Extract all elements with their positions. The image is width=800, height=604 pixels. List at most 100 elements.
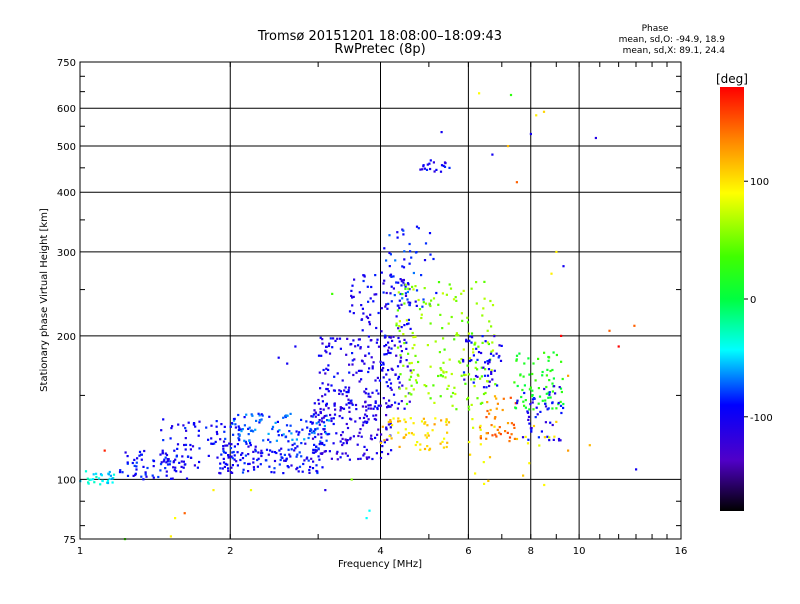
data-point xyxy=(543,483,546,487)
data-point xyxy=(315,469,318,473)
data-point xyxy=(470,359,473,362)
data-point xyxy=(441,292,444,295)
data-point xyxy=(401,279,404,282)
data-point xyxy=(339,440,342,443)
data-point xyxy=(494,416,497,419)
data-point xyxy=(307,459,310,462)
data-point xyxy=(332,337,335,340)
data-point xyxy=(460,374,463,377)
data-point xyxy=(184,448,187,451)
data-point xyxy=(316,471,319,475)
data-point xyxy=(391,424,394,427)
data-point xyxy=(340,407,344,410)
data-point xyxy=(247,453,250,456)
data-point xyxy=(410,361,413,365)
data-point xyxy=(524,435,527,438)
data-point xyxy=(165,474,168,477)
data-point xyxy=(365,421,368,424)
data-point xyxy=(351,304,354,307)
y-tick-label: 300 xyxy=(57,248,76,259)
data-point xyxy=(227,454,230,457)
data-point xyxy=(375,414,378,417)
data-point xyxy=(401,293,404,296)
data-point xyxy=(420,313,423,316)
data-point xyxy=(512,423,515,426)
data-point xyxy=(241,428,244,431)
data-point xyxy=(440,131,443,134)
data-point xyxy=(271,425,275,428)
data-point xyxy=(339,406,342,409)
data-point xyxy=(415,381,418,384)
data-point xyxy=(484,340,487,343)
data-point xyxy=(389,253,392,256)
data-point xyxy=(407,318,410,321)
data-point xyxy=(419,168,422,171)
data-point xyxy=(551,368,554,372)
data-point xyxy=(229,471,233,474)
data-point xyxy=(88,478,91,481)
data-point xyxy=(387,452,390,456)
data-point xyxy=(364,400,367,403)
data-point xyxy=(95,472,98,475)
data-point xyxy=(403,342,406,345)
data-point xyxy=(253,468,256,471)
data-point xyxy=(562,406,565,410)
data-point xyxy=(211,442,214,445)
data-point xyxy=(567,449,570,452)
data-point xyxy=(476,375,479,378)
data-point xyxy=(338,415,341,418)
data-point xyxy=(446,441,449,444)
data-point xyxy=(483,280,486,283)
data-point xyxy=(479,443,482,446)
data-point xyxy=(321,452,324,455)
data-point xyxy=(366,285,369,288)
data-point xyxy=(408,262,411,265)
data-point xyxy=(363,362,366,365)
data-point xyxy=(548,393,551,396)
data-point xyxy=(450,395,453,398)
data-point xyxy=(381,445,384,448)
data-point xyxy=(247,427,250,430)
data-point xyxy=(235,460,238,463)
data-point xyxy=(254,450,257,453)
data-point xyxy=(293,442,296,445)
data-point xyxy=(192,422,196,425)
data-point xyxy=(380,451,384,454)
data-point xyxy=(414,300,417,303)
data-point xyxy=(387,341,390,344)
data-point xyxy=(407,432,411,435)
data-point xyxy=(234,423,237,426)
data-point xyxy=(442,164,445,167)
data-point xyxy=(399,354,402,357)
data-point xyxy=(252,457,255,460)
data-point xyxy=(244,440,247,443)
data-point xyxy=(367,404,370,407)
data-point xyxy=(325,345,328,348)
data-point xyxy=(234,426,237,429)
data-point xyxy=(254,428,257,431)
data-point xyxy=(446,387,449,390)
data-point xyxy=(406,298,409,301)
data-point xyxy=(516,399,519,402)
data-point xyxy=(488,359,491,362)
data-point xyxy=(331,292,334,295)
data-point xyxy=(534,379,537,382)
data-point xyxy=(398,381,401,384)
data-point xyxy=(455,408,458,411)
data-point xyxy=(252,461,255,464)
data-point xyxy=(399,278,402,281)
data-point xyxy=(384,334,387,337)
data-point xyxy=(489,299,492,303)
data-point xyxy=(486,380,489,383)
data-point xyxy=(385,427,388,430)
data-point xyxy=(257,451,260,454)
data-point xyxy=(226,444,229,447)
data-point xyxy=(298,451,301,454)
data-point xyxy=(312,448,315,451)
data-point xyxy=(484,361,487,364)
data-point xyxy=(481,401,484,404)
data-point xyxy=(303,459,306,462)
data-point xyxy=(455,334,458,337)
data-point xyxy=(526,410,529,413)
data-point xyxy=(346,454,349,457)
